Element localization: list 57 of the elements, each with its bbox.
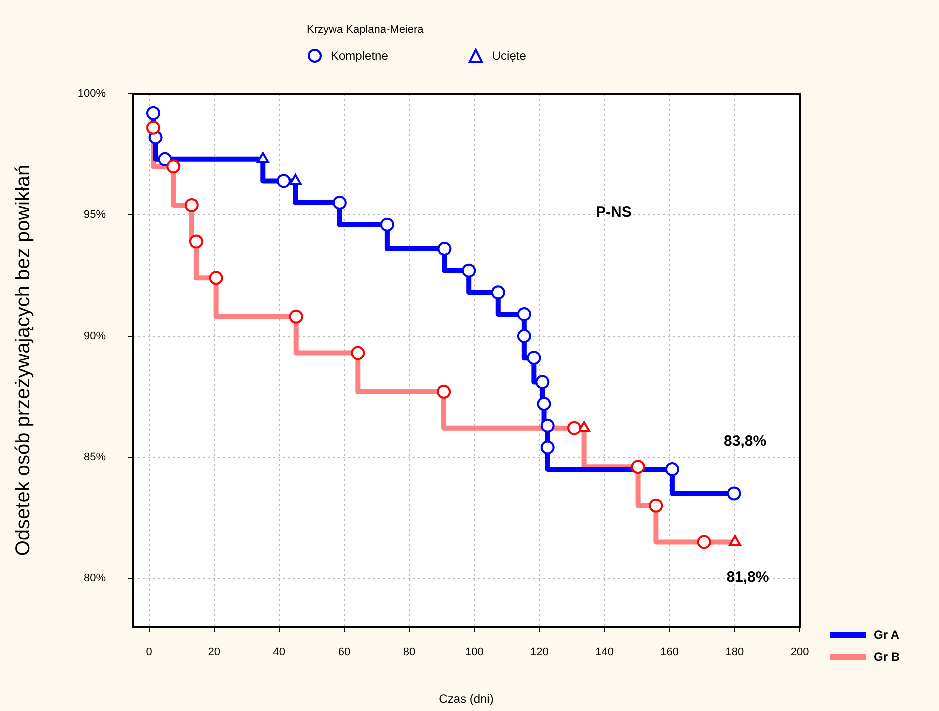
point bbox=[665, 462, 680, 477]
legend-label: Ucięte bbox=[492, 49, 526, 63]
point bbox=[289, 174, 302, 186]
point bbox=[332, 196, 347, 210]
annotation: 83,8% bbox=[724, 433, 767, 450]
legend-label: Gr B bbox=[874, 650, 900, 664]
point bbox=[527, 351, 542, 366]
legend-label: Kompletne bbox=[331, 49, 388, 63]
point bbox=[727, 486, 742, 501]
x-tick-label: 0 bbox=[146, 646, 152, 659]
point bbox=[351, 346, 366, 360]
point bbox=[631, 460, 646, 474]
y-tick-label: 85% bbox=[84, 451, 106, 464]
point bbox=[437, 384, 452, 399]
point bbox=[289, 310, 304, 324]
x-tick-label: 40 bbox=[273, 646, 286, 659]
point bbox=[184, 198, 199, 212]
point bbox=[697, 535, 712, 550]
legend-label: Gr A bbox=[874, 628, 900, 642]
x-tick-label: 140 bbox=[596, 646, 614, 659]
point bbox=[649, 498, 664, 513]
point bbox=[189, 234, 204, 249]
y-tick-label: 95% bbox=[84, 209, 106, 222]
x-tick-label: 160 bbox=[660, 646, 680, 659]
x-tick-label: 80 bbox=[403, 646, 416, 659]
legend-title: Krzywa Kaplana-Meiera bbox=[307, 24, 425, 36]
x-tick-label: 120 bbox=[530, 646, 549, 659]
point bbox=[380, 218, 394, 232]
x-tick-label: 180 bbox=[726, 646, 744, 659]
point bbox=[729, 535, 742, 546]
y-axis-title: Odsetek osób przeżywających bez powikłań bbox=[12, 164, 35, 556]
point bbox=[146, 120, 160, 135]
x-tick-label: 20 bbox=[208, 646, 220, 659]
point bbox=[438, 242, 452, 256]
point bbox=[517, 307, 532, 322]
x-tick-label: 60 bbox=[338, 646, 351, 659]
x-tick-label: 200 bbox=[790, 646, 810, 659]
point bbox=[540, 440, 555, 455]
point bbox=[166, 160, 181, 174]
point bbox=[276, 174, 291, 188]
point bbox=[462, 264, 476, 278]
point bbox=[491, 286, 506, 300]
y-tick-label: 80% bbox=[84, 572, 106, 585]
point bbox=[517, 329, 532, 344]
y-tick-label: 90% bbox=[84, 330, 106, 342]
x-tick-label: 100 bbox=[465, 646, 484, 659]
point bbox=[158, 152, 172, 166]
y-tick-label: 100% bbox=[78, 88, 106, 100]
point bbox=[536, 375, 550, 390]
annotation: P-NS bbox=[596, 204, 632, 221]
point bbox=[146, 106, 160, 120]
annotation: 81,8% bbox=[726, 569, 770, 586]
x-axis-title: Czas (dni) bbox=[439, 692, 494, 706]
point bbox=[209, 271, 224, 286]
point bbox=[537, 397, 552, 412]
point bbox=[568, 421, 582, 436]
point bbox=[540, 418, 555, 433]
